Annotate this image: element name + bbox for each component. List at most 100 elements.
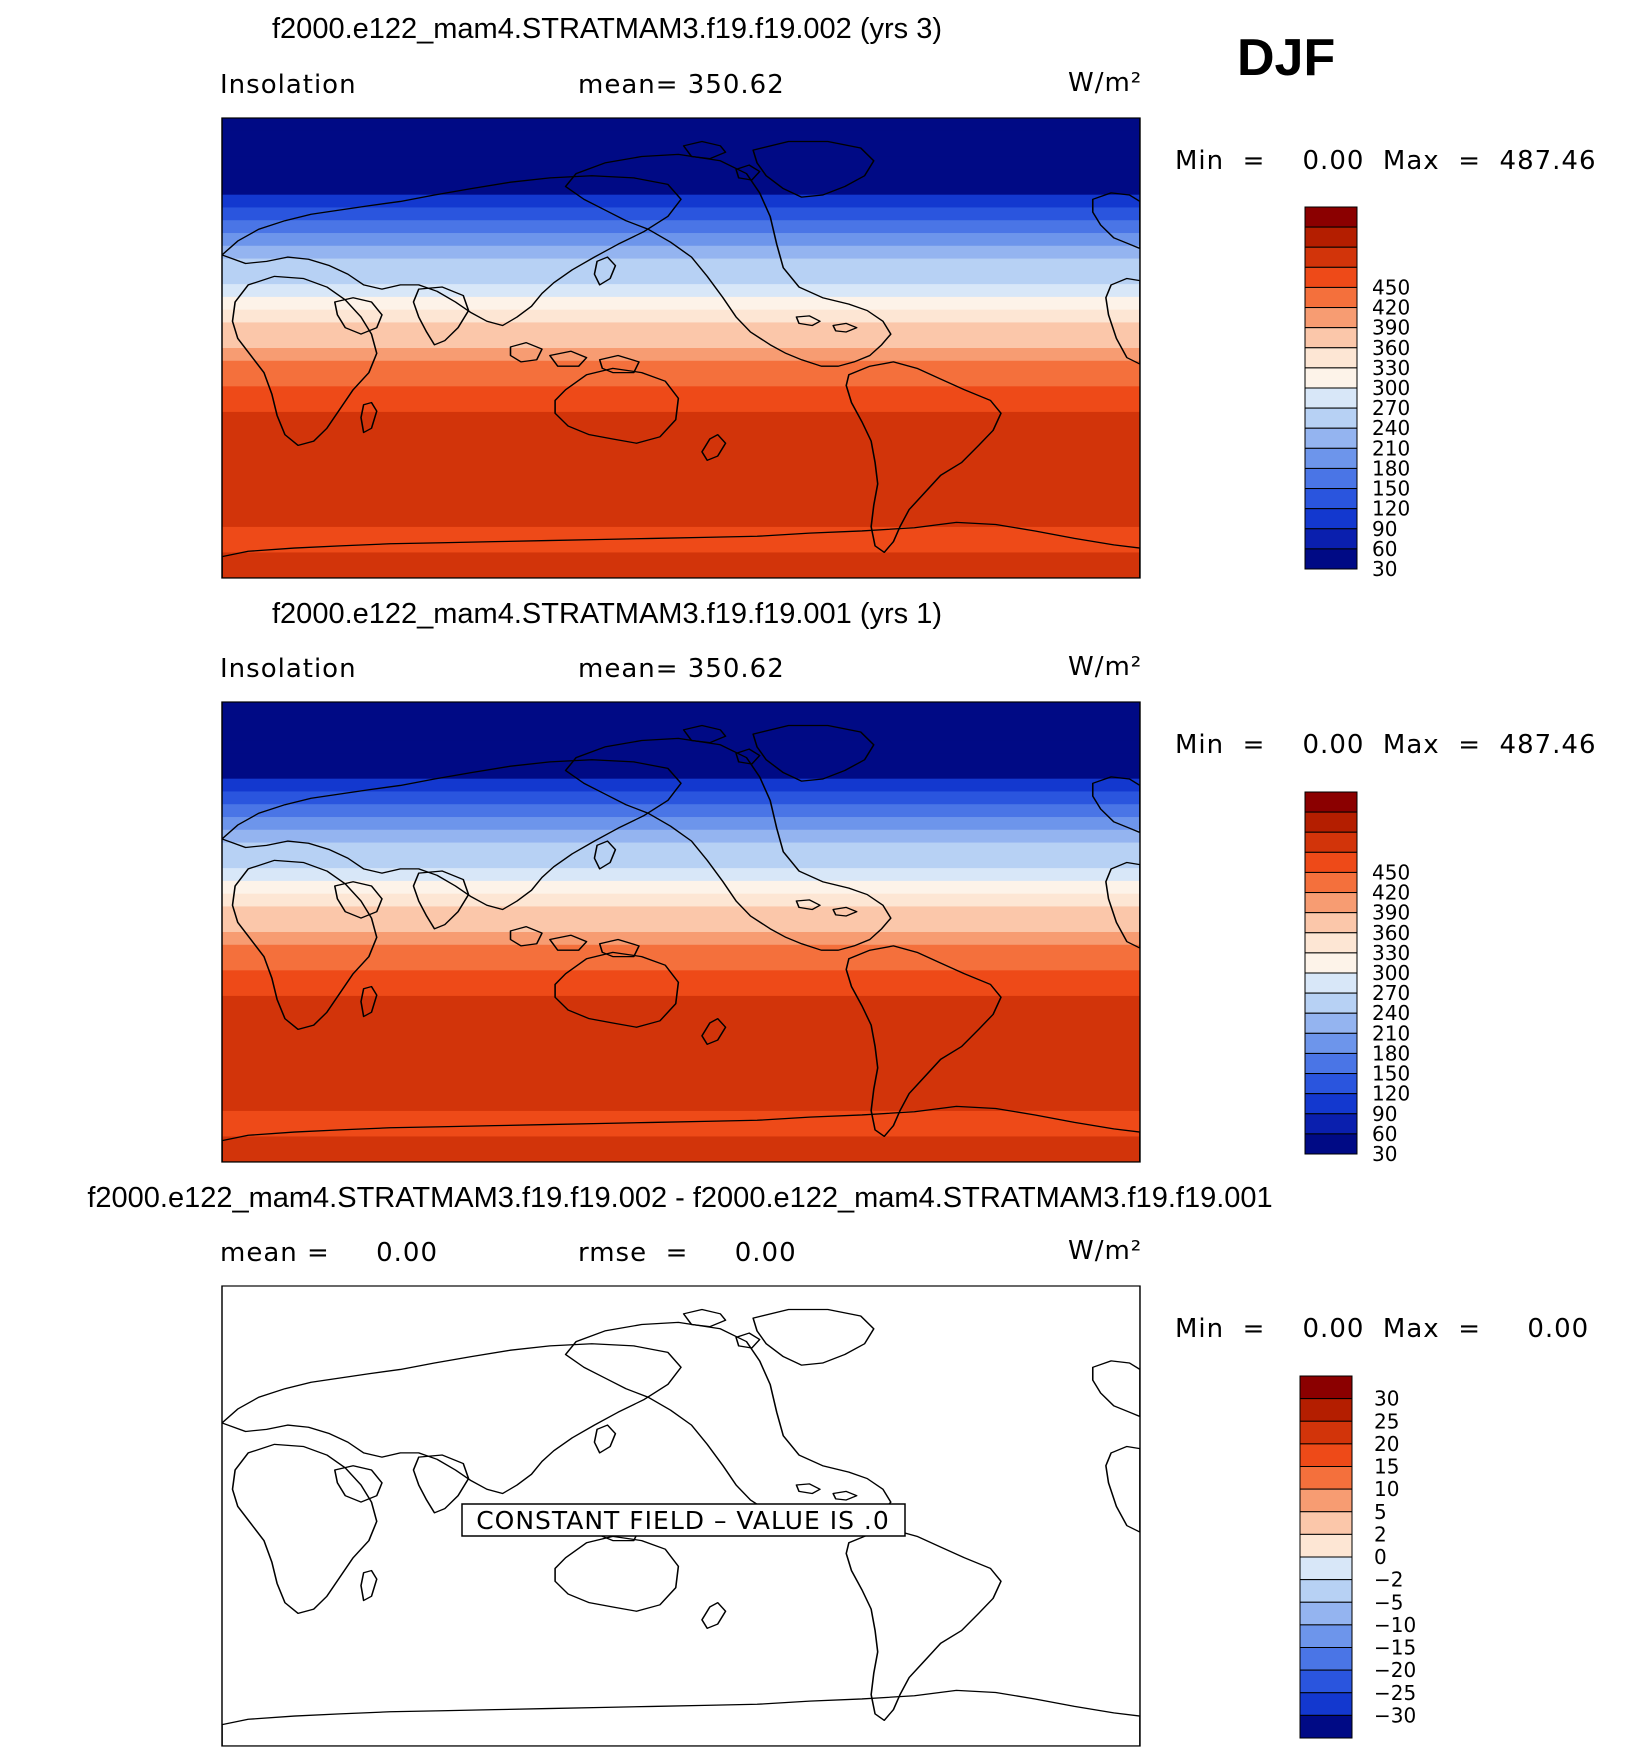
insolation-band [222, 1123, 1140, 1138]
insolation-band [222, 220, 1140, 234]
insolation-band [222, 360, 1140, 375]
insolation-band [222, 829, 1140, 844]
colorbar-swatch [1304, 226, 1358, 248]
panel-3-units: W/m² [1068, 1236, 1142, 1266]
insolation-band [222, 944, 1140, 959]
colorbar-swatch [1304, 932, 1358, 954]
colorbar-swatch [1299, 1669, 1353, 1694]
colorbar-tick-label: 300 [1372, 961, 1410, 985]
colorbar-tick-label: 30 [1374, 1387, 1399, 1411]
colorbar-swatch [1299, 1420, 1353, 1445]
panel-3-minmax: Min = 0.00 Max = 0.00 [1175, 1314, 1589, 1344]
colorbar-tick-label: −20 [1374, 1658, 1416, 1682]
colorbar-tick-label: −10 [1374, 1613, 1416, 1637]
insolation-band [222, 514, 1140, 528]
colorbar-tick-label: 180 [1372, 456, 1410, 480]
panel-2: f2000.e122_mam4.STRATMAM3.f19.f19.001 (y… [220, 598, 1596, 1166]
colorbar-tick-label: 15 [1374, 1455, 1399, 1479]
colorbar-swatch [1304, 467, 1358, 490]
colorbar-swatch [1304, 1133, 1358, 1155]
insolation-band [222, 995, 1140, 1010]
colorbar-swatch [1304, 1052, 1358, 1075]
colorbar-swatch [1304, 488, 1358, 510]
panel-3-title: f2000.e122_mam4.STRATMAM3.f19.f19.002 - … [87, 1182, 1272, 1214]
insolation-band [222, 1059, 1140, 1074]
panel-1-title: f2000.e122_mam4.STRATMAM3.f19.f19.002 (y… [272, 13, 942, 45]
colorbar-tick-label: 330 [1372, 356, 1410, 380]
insolation-band [222, 552, 1140, 566]
colorbar-swatch [1304, 1032, 1358, 1054]
colorbar-swatch [1304, 528, 1358, 550]
colorbar-swatch [1304, 327, 1358, 349]
insolation-band [222, 501, 1140, 515]
colorbar-tick-label: 390 [1372, 316, 1410, 340]
colorbar-tick-label: −15 [1374, 1636, 1416, 1660]
colorbar-tick-label: 270 [1372, 981, 1410, 1005]
colorbar-swatch [1304, 851, 1358, 873]
season-label: DJF [1237, 29, 1335, 87]
insolation-band [222, 1021, 1140, 1035]
constant-field-annotation: CONSTANT FIELD – VALUE IS .0 [476, 1506, 890, 1535]
colorbar-swatch [1299, 1601, 1353, 1626]
insolation-band [222, 983, 1140, 997]
panel-1-map [221, 117, 1141, 579]
insolation-band [222, 1085, 1140, 1099]
colorbar-swatch [1304, 871, 1358, 894]
colorbar-swatch [1304, 1012, 1358, 1034]
panel-3-mean-label: mean = 0.00 [220, 1238, 438, 1268]
panel-1-mean-label: mean= 350.62 [578, 70, 785, 100]
colorbar-tick-label: 10 [1374, 1477, 1399, 1501]
panel-2-mean-label: mean= 350.62 [578, 654, 785, 684]
colorbar-swatch [1299, 1556, 1353, 1581]
colorbar-swatch [1304, 992, 1358, 1014]
insolation-band [222, 424, 1140, 439]
insolation-band [222, 919, 1140, 933]
colorbar-tick-label: 360 [1372, 336, 1410, 360]
colorbar-swatch [1304, 508, 1358, 530]
insolation-band [222, 1008, 1140, 1023]
colorbar-tick-label: 270 [1372, 396, 1410, 420]
colorbar-swatch [1299, 1533, 1353, 1558]
colorbar-tick-label: 450 [1372, 275, 1410, 299]
colorbar-tick-label: 25 [1374, 1409, 1399, 1433]
colorbar-swatch [1304, 206, 1358, 228]
colorbar-tick-label: 150 [1372, 1062, 1410, 1086]
insolation-band [222, 526, 1140, 541]
insolation-band [222, 1110, 1140, 1125]
insolation-band [222, 207, 1140, 221]
colorbar-swatch [1304, 791, 1358, 813]
insolation-band [222, 373, 1140, 387]
colorbar-swatch [1304, 972, 1358, 994]
insolation-band [222, 322, 1140, 336]
colorbar-tick-label: −25 [1374, 1681, 1416, 1705]
colorbar-tick-label: −5 [1374, 1590, 1403, 1614]
colorbar-tick-label: 30 [1372, 1142, 1397, 1166]
colorbar-swatch [1304, 912, 1358, 934]
colorbar-swatch [1299, 1443, 1353, 1468]
panel-2-map [221, 701, 1141, 1163]
panel-1-units: W/m² [1068, 68, 1142, 98]
panel-2-insolation-bands [222, 702, 1140, 1163]
panel-1-map-frame [221, 117, 1141, 579]
constant-field-box [461, 1503, 906, 1537]
colorbar-tick-label: 240 [1372, 416, 1410, 440]
insolation-band [222, 284, 1140, 298]
insolation-band [222, 1072, 1140, 1086]
colorbar-tick-label: −30 [1374, 1703, 1416, 1727]
panel-3: f2000.e122_mam4.STRATMAM3.f19.f19.002 - … [87, 1182, 1589, 1747]
insolation-band [222, 143, 1140, 157]
colorbar-swatch [1304, 811, 1358, 833]
colorbar-swatch [1304, 266, 1358, 288]
colorbar-swatch [1304, 286, 1358, 309]
colorbar-swatch [1299, 1624, 1353, 1649]
insolation-band [222, 1047, 1140, 1061]
insolation-band [222, 714, 1140, 729]
colorbar-swatch [1299, 1398, 1353, 1422]
colorbar-tick-label: 390 [1372, 901, 1410, 925]
panel-1-variable-label: Insolation [220, 70, 357, 100]
insolation-band [222, 1034, 1140, 1048]
insolation-band [222, 245, 1140, 260]
colorbar-swatch [1299, 1488, 1353, 1513]
